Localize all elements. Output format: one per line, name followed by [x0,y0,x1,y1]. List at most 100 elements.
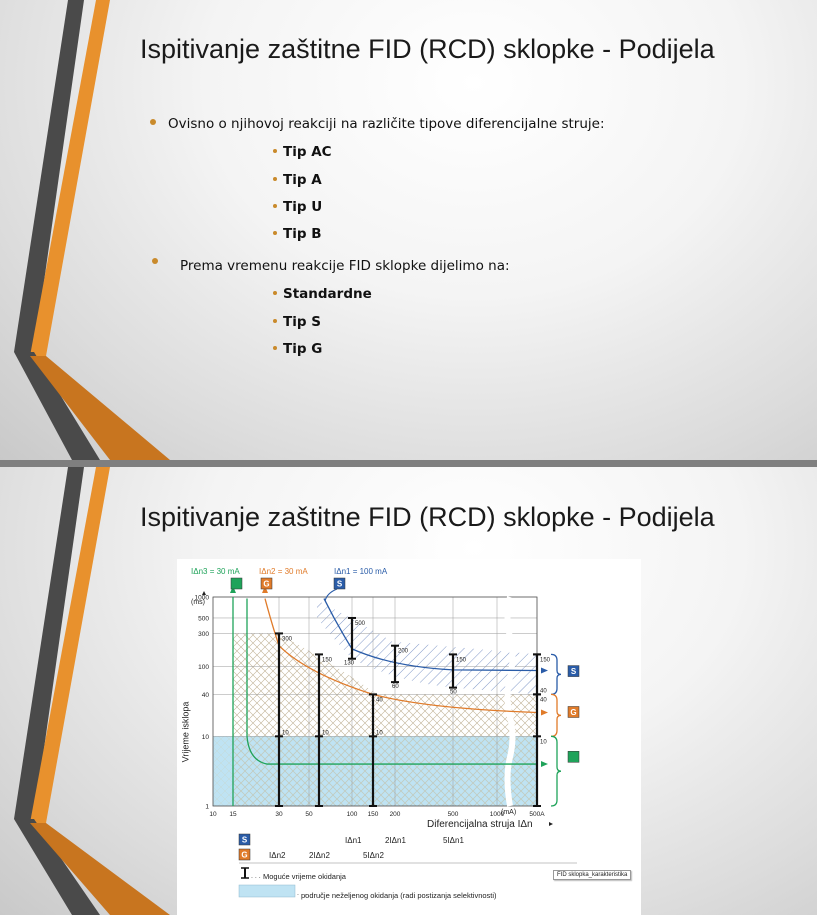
x-tick-label: 50 [305,811,313,818]
bar-label-bottom: 130 [344,661,355,667]
y-axis-arrow [202,591,206,595]
s-row-badge [238,833,251,846]
y-tick-label: 100 [198,664,209,671]
s-arrow-head [541,667,548,674]
standard-series-line [246,598,537,765]
bottom-row-g-2: 2IΔn2 [309,851,330,860]
x-tick-label: 10 [209,811,217,818]
bar-label-top: 300 [282,636,293,642]
g-brace [550,693,562,737]
slide-1: Ispitivanje zaštitne FID (RCD) sklopke -… [0,0,817,460]
x-axis-arrow [549,822,553,826]
s-badge-label: S [571,667,577,676]
legend-dots: . . . [251,873,261,880]
y-tick-label: 500 [198,615,209,622]
sub-bullet-dot [273,177,277,181]
y-tick-label: 10 [202,734,210,741]
y-tick-label: 1000 [195,595,210,602]
g-arrow-head [541,709,548,716]
list-item-timing: Tip G [283,341,323,357]
bottom-row-s-3: 5IΔn1 [443,836,464,845]
orange-stripe-lower [30,823,170,915]
s-badge [567,665,580,677]
bar-label-right: 150 [540,657,551,663]
x-tick-label: 30 [275,811,283,818]
slide-1-decoration [14,0,170,460]
g-badge [567,706,580,718]
bottom-row-s-2: 2IΔn1 [385,836,406,845]
list-item-type: Tip U [283,199,323,215]
x-axis-label: Diferencijalna struja IΔn [427,819,533,830]
dark-stripe-lower [14,819,100,915]
g-series-line [264,598,538,714]
bar-label-right: 10 [540,739,547,745]
legend-unwanted-trip-area: područje neželjenog okidanja (radi posti… [301,891,497,900]
list-item-type: Tip B [283,226,322,242]
standard-arrow-head [541,761,548,768]
g-row-badge [238,848,251,861]
standard-badge-top [230,577,243,590]
dark-stripe [14,467,84,819]
x-tick-label: 500 [448,811,459,818]
chart-tooltip: FID sklopka_karakteristika [553,870,632,880]
sub-bullet-dot [273,149,277,153]
slide-title: Ispitivanje zaštitne FID (RCD) sklopke -… [140,34,715,64]
x-tick-label: 1000 [490,811,505,818]
orange-stripe [30,0,110,356]
green-up-arrow [230,586,236,593]
x-tick-label: 150 [368,811,379,818]
y-tick-label: 40 [202,692,210,699]
orange-up-arrow [262,586,268,593]
s-badge-top-label: S [337,580,343,589]
x-tick-label: 100 [347,811,358,818]
s-series-line [323,598,538,672]
sub-bullet-dot [273,291,277,295]
top-label-n2: IΔn2 = 30 mA [259,567,308,576]
slide-2: Ispitivanje zaštitne FID (RCD) sklopke -… [0,467,817,915]
g-row-badge-label: G [241,851,247,860]
dark-stripe-lower [14,352,100,460]
s-badge-top [333,577,346,590]
x-tick-label: 200 [390,811,401,818]
bar-label-top: 150 [456,657,467,663]
s-row-badge-label: S [242,836,248,845]
slide-title: Ispitivanje zaštitne FID (RCD) sklopke -… [140,502,715,532]
list-item-type: Tip A [283,172,322,188]
bottom-row-g-1: IΔn2 [269,851,286,860]
orange-stripe-lower [30,356,170,460]
sub-bullet-dot [273,204,277,208]
slide-2-decoration [14,467,170,915]
bar-label-bottom: 50 [450,690,457,696]
g-badge-top-label: G [263,580,269,589]
rcd-characteristic-chart: 1 10 40 100 300 500 1000 10 15 30 50 100 150 200 500 10… [177,559,641,915]
bullet-dot [150,119,156,125]
sub-bullet-dot [273,231,277,235]
list-item-timing: Tip S [283,314,321,330]
top-label-n1: IΔn1 = 100 mA [334,567,388,576]
sub-bullet-dot [273,319,277,323]
g-badge-label: G [570,708,576,717]
bar-label-bottom: 10 [376,730,383,736]
standard-badge [567,751,580,763]
top-label-n3: IΔn3 = 30 mA [191,567,240,576]
list-item-timing: Standardne [283,286,372,302]
lower-hatch [213,736,537,806]
x-tick-label: 15 [229,811,237,818]
x-tick-label: 500A [529,811,545,818]
bar-label-top: 40 [376,697,383,703]
bar-label-top: 500 [355,621,366,627]
bullet-text-2: Prema vremenu reakcije FID sklopke dijel… [180,258,510,274]
y-unit: (ms) [191,599,205,606]
sub-bullet-dot [273,346,277,350]
axis-break [504,596,516,807]
bar-label-bottom: 10 [322,730,329,736]
g-badge-top [260,577,273,590]
orange-stripe [30,467,110,823]
bullet-text-1: Ovisno o njihovoj reakciji na različite … [168,116,605,132]
standard-brace [550,735,562,807]
s-band-hatch [317,600,537,695]
y-tick-label: 1 [205,804,209,811]
bar-label-bottom: 10 [282,730,289,736]
legend-area-swatch [238,884,296,898]
